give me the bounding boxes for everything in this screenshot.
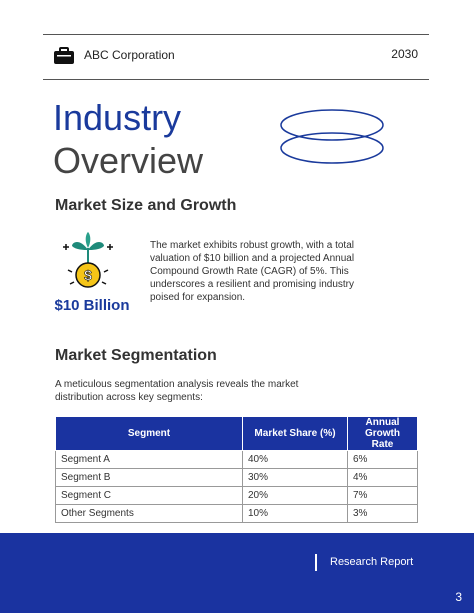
table-cell: Other Segments xyxy=(55,504,243,523)
table-cell: 6% xyxy=(347,450,418,469)
table-row: Segment B 30% 4% xyxy=(55,468,418,487)
footer-bar xyxy=(315,554,317,571)
decor-ellipses xyxy=(280,109,384,164)
table-cell: Segment A xyxy=(55,450,243,469)
svg-text:$: $ xyxy=(84,267,92,283)
segment-table: Segment Market Share (%) Annual Growth R… xyxy=(55,416,418,523)
footer-label: Research Report xyxy=(330,556,414,568)
title: Industry xyxy=(53,97,182,138)
header-cell: Market Share (%) xyxy=(242,416,348,451)
title: Overview xyxy=(53,140,204,181)
table-header: Segment Market Share (%) Annual Growth R… xyxy=(55,416,418,451)
page-number: 3 xyxy=(455,590,462,604)
table-cell: 20% xyxy=(242,486,348,505)
table-cell: 30% xyxy=(242,468,348,487)
table-cell: Segment C xyxy=(55,486,243,505)
market-figure: $10 Billion xyxy=(54,297,130,314)
header-cell: Annual Growth Rate xyxy=(347,416,418,451)
paragraph: The market exhibits robust growth, with … xyxy=(150,240,355,303)
header-cell: Segment xyxy=(55,416,243,451)
growth-icon: $ xyxy=(63,232,113,288)
footer xyxy=(0,533,474,613)
table-row: Segment C 20% 7% xyxy=(55,486,418,505)
table-cell: 40% xyxy=(242,450,348,469)
company-name: ABC Corporation xyxy=(84,48,175,62)
paragraph: A meticulous segmentation analysis revea… xyxy=(55,379,299,403)
briefcase-icon xyxy=(54,47,74,64)
table-body: Segment A 40% 6% Segment B 30% 4% Segment C 20%… xyxy=(55,450,418,523)
table-cell: Segment B xyxy=(55,468,243,487)
header-rule xyxy=(43,79,429,80)
table-cell: 10% xyxy=(242,504,348,523)
table-cell: 3% xyxy=(347,504,418,523)
year: 2030 xyxy=(391,47,418,61)
section-heading: Market Segmentation xyxy=(55,347,217,364)
table-cell: 7% xyxy=(347,486,418,505)
top-rule xyxy=(43,34,429,35)
table-cell: 4% xyxy=(347,468,418,487)
table-row: Segment A 40% 6% xyxy=(55,450,418,469)
table-row: Other Segments 10% 3% xyxy=(55,504,418,523)
section-heading: Market Size and Growth xyxy=(55,197,237,214)
